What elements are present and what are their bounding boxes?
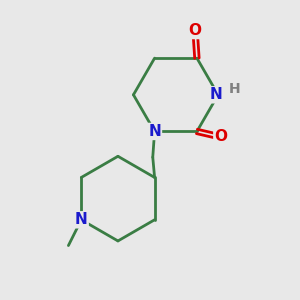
Text: N: N — [75, 212, 88, 227]
Text: N: N — [210, 87, 223, 102]
Text: H: H — [229, 82, 241, 96]
Text: O: O — [214, 130, 227, 145]
Text: N: N — [148, 124, 161, 139]
Text: O: O — [189, 23, 202, 38]
